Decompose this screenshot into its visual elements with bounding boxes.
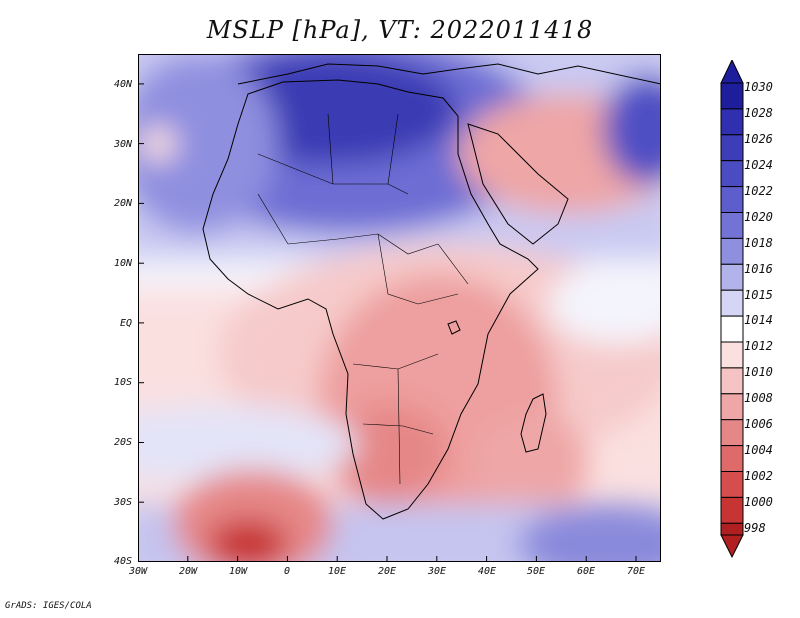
lon-tick-20e: 20E <box>377 566 397 577</box>
colorbar-seg-1014 <box>720 315 744 343</box>
colorbar-seg-1018 <box>720 237 744 265</box>
colorbar-seg-1012 <box>720 341 744 369</box>
colorbar-label-1012: 1012 <box>744 339 773 353</box>
colorbar-seg-1024 <box>720 160 744 188</box>
colorbar-label-1022: 1022 <box>744 184 773 198</box>
lat-tick-10n: 10N <box>113 258 132 269</box>
lon-tick-30e: 30E <box>427 566 447 577</box>
indian-ocean-high <box>518 504 661 562</box>
colorbar-label-998: 998 <box>744 521 766 535</box>
asia-high <box>603 74 661 184</box>
lon-tick-60e: 60E <box>576 566 596 577</box>
colorbar-seg-1000 <box>720 496 744 524</box>
map-title: MSLP [hPa], VT: 2022011418 <box>206 16 594 44</box>
colorbar-label-1030: 1030 <box>744 80 773 94</box>
colorbar-label-1014: 1014 <box>744 313 773 327</box>
lat-tick-10s: 10S <box>113 377 132 388</box>
colorbar-label-1016: 1016 <box>744 262 773 276</box>
lon-tick-10w: 10W <box>228 566 248 577</box>
east-indian-band <box>548 264 661 344</box>
lat-tick-20n: 20N <box>113 198 132 209</box>
south-atlantic-low-core <box>208 519 288 562</box>
colorbar-seg-1016 <box>720 263 744 291</box>
map-frame <box>138 54 661 562</box>
colorbar-seg-1030 <box>720 82 744 110</box>
atlantic-small-high <box>140 126 176 162</box>
colorbar <box>720 60 744 558</box>
colorbar-seg-1010 <box>720 367 744 395</box>
colorbar-seg-1020 <box>720 212 744 239</box>
kalahari-low <box>328 404 448 504</box>
lon-tick-40e: 40E <box>477 566 497 577</box>
colorbar-seg-1004 <box>720 445 744 473</box>
colorbar-label-1000: 1000 <box>744 495 773 509</box>
colorbar-seg-1015 <box>720 289 744 317</box>
colorbar-label-1008: 1008 <box>744 391 773 405</box>
colorbar-label-1028: 1028 <box>744 106 773 120</box>
lat-tick-40n: 40N <box>113 79 132 90</box>
colorbar-label-1018: 1018 <box>744 236 773 250</box>
lon-tick-50e: 50E <box>526 566 546 577</box>
colorbar-label-1020: 1020 <box>744 210 773 224</box>
south-atlantic-band <box>138 404 358 484</box>
lon-tick-20w: 20W <box>178 566 198 577</box>
atlantic-high <box>138 54 278 234</box>
colorbar-label-1026: 1026 <box>744 132 773 146</box>
lon-tick-70e: 70E <box>626 566 646 577</box>
colorbar-seg-1002 <box>720 471 744 498</box>
mslp-map <box>138 54 661 562</box>
grads-credit: GrADS: IGES/COLA <box>5 601 92 611</box>
colorbar-seg-998 <box>720 522 744 536</box>
colorbar-seg-1026 <box>720 134 744 162</box>
colorbar-seg-1022 <box>720 186 744 213</box>
colorbar-label-1024: 1024 <box>744 158 773 172</box>
lat-tick-eq: EQ <box>119 318 132 329</box>
colorbar-top-arrow <box>720 60 744 84</box>
colorbar-label-1006: 1006 <box>744 417 773 431</box>
colorbar-seg-1006 <box>720 419 744 447</box>
lat-tick-20s: 20S <box>113 437 132 448</box>
lon-tick-30w: 30W <box>128 566 148 577</box>
lon-tick-10e: 10E <box>327 566 347 577</box>
colorbar-seg-1028 <box>720 108 744 136</box>
country-borders <box>257 113 469 485</box>
colorbar-label-1002: 1002 <box>744 469 773 483</box>
lat-tick-40s: 40S <box>113 556 132 567</box>
lon-tick-0: 0 <box>283 566 291 577</box>
madagascar-low <box>468 409 588 519</box>
coastlines <box>202 63 661 520</box>
lat-tick-30n: 30N <box>113 139 132 150</box>
colorbar-seg-1008 <box>720 393 744 421</box>
colorbar-bottom-arrow <box>720 534 744 558</box>
colorbar-label-1015: 1015 <box>744 288 773 302</box>
lat-tick-30s: 30S <box>113 497 132 508</box>
colorbar-label-1004: 1004 <box>744 443 773 457</box>
colorbar-label-1010: 1010 <box>744 365 773 379</box>
